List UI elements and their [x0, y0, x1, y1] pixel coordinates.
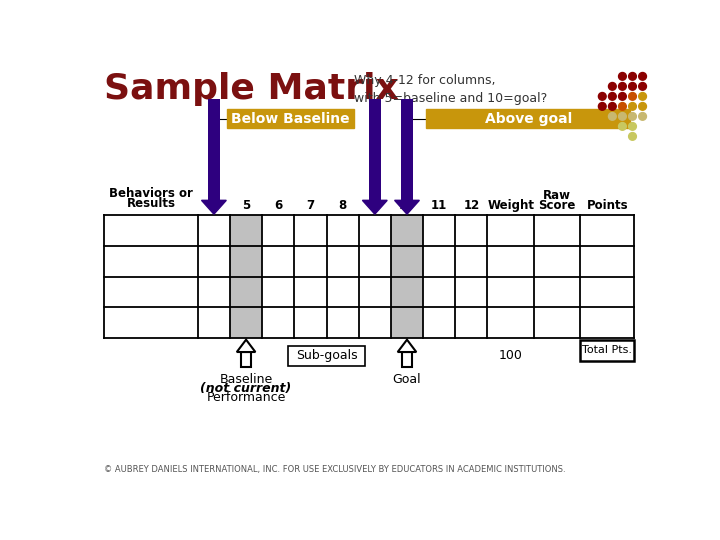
- Text: 6: 6: [274, 199, 282, 212]
- Bar: [580, 340, 634, 361]
- Circle shape: [629, 72, 636, 80]
- Bar: [207, 99, 220, 200]
- Text: 7: 7: [307, 199, 315, 212]
- Bar: [288, 346, 365, 366]
- Bar: [391, 215, 423, 338]
- Text: Points: Points: [586, 199, 628, 212]
- Circle shape: [629, 132, 636, 140]
- Circle shape: [629, 123, 636, 130]
- Circle shape: [618, 83, 626, 90]
- Text: Behaviors or: Behaviors or: [109, 187, 193, 200]
- Circle shape: [618, 103, 626, 110]
- Text: Sample Matrix: Sample Matrix: [104, 72, 399, 106]
- Polygon shape: [397, 340, 416, 352]
- Circle shape: [618, 72, 626, 80]
- Text: Total Pts.: Total Pts.: [582, 346, 632, 355]
- Text: Score: Score: [539, 199, 576, 212]
- Circle shape: [608, 112, 616, 120]
- Text: © AUBREY DANIELS INTERNATIONAL, INC. FOR USE EXCLUSIVELY BY EDUCATORS IN ACADEMI: © AUBREY DANIELS INTERNATIONAL, INC. FOR…: [104, 465, 566, 475]
- Bar: [426, 110, 630, 128]
- Circle shape: [629, 112, 636, 120]
- Text: Sub-goals: Sub-goals: [296, 349, 357, 362]
- Bar: [227, 110, 354, 128]
- Circle shape: [629, 103, 636, 110]
- Circle shape: [629, 92, 636, 100]
- Text: Above goal: Above goal: [485, 112, 572, 126]
- Text: Baseline: Baseline: [220, 373, 273, 386]
- Polygon shape: [237, 340, 256, 352]
- Circle shape: [608, 103, 616, 110]
- Bar: [241, 352, 251, 367]
- Circle shape: [618, 92, 626, 100]
- Text: Below Baseline: Below Baseline: [231, 112, 350, 126]
- Text: 100: 100: [499, 349, 523, 362]
- Circle shape: [639, 112, 647, 120]
- Circle shape: [598, 92, 606, 100]
- Polygon shape: [202, 200, 226, 214]
- Bar: [401, 99, 413, 200]
- Bar: [369, 99, 381, 200]
- Circle shape: [639, 92, 647, 100]
- Circle shape: [629, 83, 636, 90]
- Circle shape: [639, 83, 647, 90]
- Bar: [402, 352, 412, 367]
- Circle shape: [639, 103, 647, 110]
- Text: 8: 8: [338, 199, 347, 212]
- Polygon shape: [395, 200, 419, 214]
- Circle shape: [618, 123, 626, 130]
- Text: Why 4-12 for columns,
with 5=baseline and 10=goal?: Why 4-12 for columns, with 5=baseline an…: [354, 74, 546, 105]
- Text: 11: 11: [431, 199, 447, 212]
- Text: Results: Results: [127, 197, 176, 211]
- Text: Performance: Performance: [207, 392, 286, 404]
- Polygon shape: [362, 200, 387, 214]
- Text: Goal: Goal: [392, 373, 421, 386]
- Bar: [230, 215, 262, 338]
- Text: 5: 5: [242, 199, 251, 212]
- Text: 12: 12: [463, 199, 480, 212]
- Text: Raw: Raw: [543, 189, 571, 202]
- Text: (not current): (not current): [200, 382, 292, 395]
- Circle shape: [639, 72, 647, 80]
- Circle shape: [598, 103, 606, 110]
- Text: 10: 10: [399, 199, 415, 212]
- Text: 9: 9: [371, 199, 379, 212]
- Circle shape: [618, 112, 626, 120]
- Circle shape: [608, 83, 616, 90]
- Circle shape: [608, 92, 616, 100]
- Text: 4: 4: [210, 199, 218, 212]
- Text: Weight: Weight: [487, 199, 534, 212]
